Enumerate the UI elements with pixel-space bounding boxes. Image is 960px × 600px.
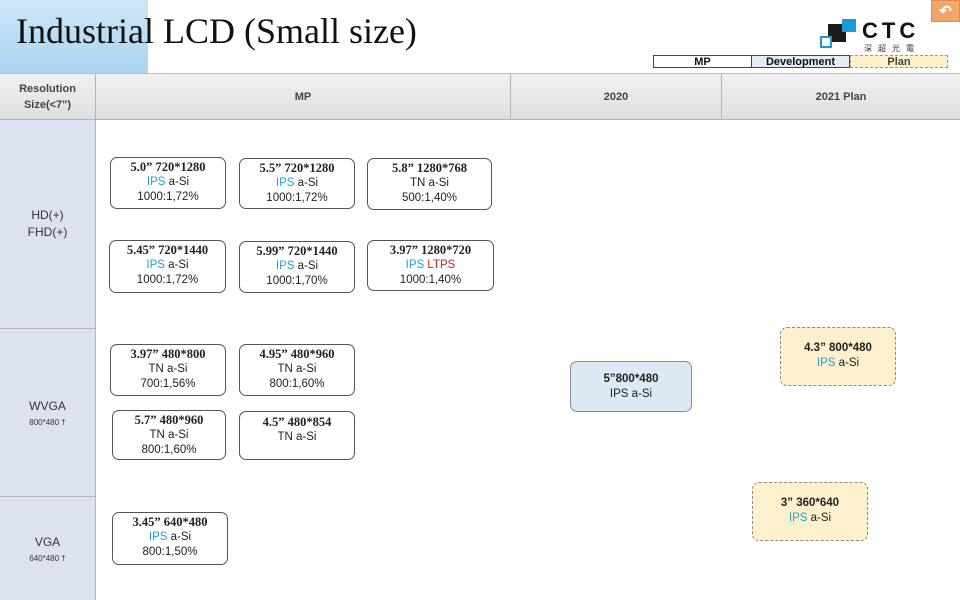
panel-name: 5.99” 720*1440 (256, 244, 338, 258)
panel-card-dev-5-800x480[interactable]: 5”800*480 IPS a-Si (570, 361, 692, 412)
panel-ltps: LTPS (424, 259, 456, 271)
return-arrow-icon[interactable]: ↶ (931, 0, 960, 22)
panel-tech: TN a-Si (277, 363, 317, 375)
panel-card-plan-4-3-800x480[interactable]: 4.3” 800*480 IPS a-Si (780, 327, 896, 386)
panel-card-5-0-720x1280[interactable]: 5.0” 720*1280 IPS a-Si 1000:1,72% (110, 157, 226, 209)
logo-square-outline (820, 36, 832, 48)
panel-spec: 1000:1,72% (266, 192, 328, 204)
row-vga-title: VGA (34, 535, 61, 549)
panel-name: 3.97” 1280*720 (389, 243, 472, 257)
panel-tech: TN a-Si (277, 431, 317, 443)
panel-card-plan-3-360x640[interactable]: 3” 360*640 IPS a-Si (752, 482, 868, 541)
panel-spec: 1000:1,72% (136, 274, 199, 286)
panel-name: 3.45” 640*480 (132, 515, 208, 529)
panel-tech: a-Si (807, 512, 832, 524)
panel-card-5-99-720x1440[interactable]: 5.99” 720*1440 IPS a-Si 1000:1,70% (239, 241, 355, 293)
panel-tech: a-Si (835, 357, 860, 369)
panel-name: 5”800*480 (603, 373, 659, 385)
panel-ips: IPS (146, 176, 166, 188)
panel-card-5-8-1280x768[interactable]: 5.8” 1280*768 TN a-Si 500:1,40% (367, 158, 492, 210)
header-2020-label: 2020 (603, 90, 629, 103)
header-mp-label: MP (294, 90, 312, 103)
panel-ips: IPS (405, 259, 425, 271)
panel-name: 4.5” 480*854 (262, 415, 332, 429)
logo-brand: CTC (862, 18, 920, 43)
legend-mp: MP (653, 55, 752, 68)
panel-card-5-7-480x960[interactable]: 5.7” 480*960 TN a-Si 800:1,60% (112, 410, 226, 460)
panel-spec: 1000:1,72% (137, 191, 199, 203)
row-vga-sub: 640*480 † (29, 554, 66, 563)
panel-name: 5.0” 720*1280 (130, 160, 206, 174)
header-resolution-size-label: Resolution Size(<7") (19, 82, 76, 111)
row-label-hd: HD(+) FHD(+) (0, 120, 96, 329)
logo-square-blue (842, 19, 856, 32)
panel-card-3-97-1280x720[interactable]: 3.97” 1280*720 IPS LTPS 1000:1,40% (367, 240, 494, 291)
row-wvga-sub: 800*480 † (29, 418, 66, 427)
panel-tech: a-Si (165, 176, 190, 188)
panel-ips: IPS (275, 177, 295, 189)
panel-name: 5.7” 480*960 (134, 413, 204, 427)
panel-spec: 1000:1,70% (266, 275, 328, 287)
status-legend: MP Development Plan (653, 55, 948, 68)
legend-plan: Plan (850, 55, 948, 68)
logo-subtitle: 深超光電 (864, 44, 920, 53)
panel-tech: TN a-Si (410, 177, 449, 189)
row-wvga-title: WVGA (29, 399, 66, 413)
panel-tech: a-Si (294, 260, 319, 272)
panel-name: 4.3” 800*480 (804, 342, 872, 354)
panel-name: 5.5” 720*1280 (259, 161, 335, 175)
panel-name: 3” 360*640 (780, 497, 840, 509)
header-resolution-size: Resolution Size(<7") (0, 74, 96, 120)
row-hd-title: HD(+) FHD(+) (27, 208, 68, 239)
title-highlight (0, 0, 148, 73)
panel-spec: 500:1,40% (402, 192, 457, 204)
panel-card-3-97-480x800[interactable]: 3.97” 480*800 TN a-Si 700:1,56% (110, 344, 226, 396)
panel-tech: IPS a-Si (609, 388, 653, 400)
row-label-vga: VGA 640*480 † (0, 497, 96, 600)
panel-card-4-5-480x854[interactable]: 4.5” 480*854 TN a-Si (239, 411, 355, 460)
panel-tech: TN a-Si (149, 429, 189, 441)
panel-name: 3.97” 480*800 (130, 347, 206, 361)
panel-ips: IPS (148, 531, 168, 543)
panel-ips: IPS (275, 260, 295, 272)
legend-development: Development (752, 55, 850, 68)
header-2021-plan: 2021 Plan (722, 74, 960, 120)
header-2021-plan-label: 2021 Plan (815, 90, 867, 103)
panel-tech: a-Si (164, 259, 189, 271)
header-mp: MP (96, 74, 511, 120)
row-label-wvga: WVGA 800*480 † (0, 329, 96, 497)
panel-name: 4.95” 480*960 (259, 347, 335, 361)
header-2020: 2020 (511, 74, 722, 120)
panel-card-3-45-640x480[interactable]: 3.45” 640*480 IPS a-Si 800:1,50% (112, 512, 228, 565)
panel-name: 5.45” 720*1440 (126, 243, 209, 257)
panel-ips: IPS (788, 512, 808, 524)
header-divider (0, 73, 960, 74)
panel-name: 5.8” 1280*768 (392, 161, 467, 175)
page-title: Industrial LCD (Small size) (16, 11, 417, 51)
logo-square-dark (828, 24, 846, 42)
ctc-logo: CTC 深超光電 (818, 18, 938, 54)
panel-card-4-95-480x960[interactable]: 4.95” 480*960 TN a-Si 800:1,60% (239, 344, 355, 396)
panel-spec: 800:1,60% (269, 378, 325, 390)
panel-tech: TN a-Si (148, 363, 188, 375)
panel-tech: a-Si (294, 177, 319, 189)
panel-spec: 800:1,60% (141, 444, 197, 456)
panel-ips: IPS (146, 259, 165, 271)
panel-spec: 1000:1,40% (399, 274, 462, 286)
panel-card-5-45-720x1440[interactable]: 5.45” 720*1440 IPS a-Si 1000:1,72% (109, 240, 226, 293)
panel-spec: 700:1,56% (140, 378, 196, 390)
panel-card-5-5-720x1280[interactable]: 5.5” 720*1280 IPS a-Si 1000:1,72% (239, 158, 355, 209)
panel-ips: IPS (816, 357, 836, 369)
panel-tech: a-Si (167, 531, 192, 543)
panel-spec: 800:1,50% (142, 546, 198, 558)
